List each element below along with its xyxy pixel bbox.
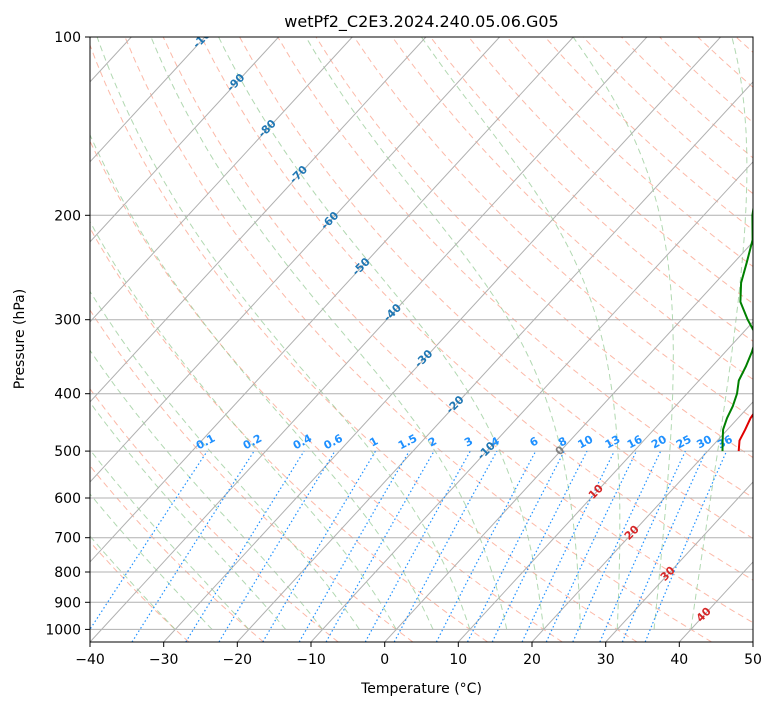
x-tick-label: 40 — [670, 652, 688, 668]
chart-title: wetPf2_C2E3.2024.240.05.06.G05 — [284, 12, 558, 32]
moist-adiabat — [90, 290, 360, 630]
mixing-ratio-line — [90, 450, 208, 631]
dry-adiabat — [90, 43, 638, 642]
moist-adiabat — [90, 349, 323, 630]
moist-adiabat — [218, 37, 545, 630]
mixing-ratio-line — [218, 450, 336, 642]
mixing-ratio-label: 13 — [603, 433, 623, 452]
mixing-ratio-label: 30 — [694, 433, 714, 452]
dry-adiabat — [391, 37, 753, 380]
dewpoint-profile — [721, 204, 753, 452]
mixing-ratio-line — [131, 450, 255, 642]
y-tick-label: 400 — [54, 387, 81, 403]
isotherm-gridline — [384, 241, 753, 642]
mixing-ratio-line — [466, 450, 565, 642]
isotherm-gridline — [457, 321, 753, 642]
isotherm-gridline — [605, 481, 753, 642]
isotherm-gridline — [90, 37, 279, 243]
x-tick-label: −10 — [296, 652, 326, 668]
plot-frame — [89, 36, 754, 643]
dry-adiabat — [162, 37, 753, 624]
y-tick-label: 700 — [54, 531, 81, 547]
x-tick-label: −20 — [223, 652, 253, 668]
x-tick-label: 10 — [449, 652, 467, 668]
isotherm-gridline — [90, 37, 500, 483]
moist-adiabat — [150, 37, 508, 630]
isotherm-gridline — [310, 161, 753, 642]
x-tick-label: −30 — [149, 652, 179, 668]
mixing-ratio-line — [621, 450, 707, 642]
isotherm-gridline — [90, 37, 574, 563]
isotherm-gridline — [90, 37, 206, 163]
isotherm-gridline — [236, 81, 753, 642]
dry-adiabat — [90, 465, 264, 642]
y-tick-label: 300 — [54, 313, 81, 329]
moist-adiabat — [90, 401, 287, 630]
moist-adiabat — [90, 133, 434, 630]
dry-adiabat — [90, 140, 563, 642]
mixing-ratio-label: 36 — [715, 433, 735, 452]
mixing-ratio-line — [325, 450, 435, 642]
y-tick-label: 500 — [54, 444, 81, 460]
x-tick-label: −40 — [75, 652, 105, 668]
mixing-ratio-line — [644, 450, 728, 642]
x-tick-label: 50 — [744, 652, 762, 668]
moist-adiabat — [305, 37, 581, 630]
mixing-ratio-label: 20 — [649, 433, 669, 452]
isotherm-gridline — [163, 37, 721, 642]
moist-adiabat — [572, 37, 674, 630]
y-tick-label: 1000 — [45, 622, 81, 638]
y-tick-label: 600 — [54, 491, 81, 507]
dry-adiabat — [353, 37, 753, 419]
plot-area: 0.10.20.40.611.52346810131620253036-100-… — [90, 37, 753, 642]
mixing-ratio-line — [599, 450, 686, 642]
moist-adiabat — [90, 220, 397, 630]
mixing-ratio-line — [393, 450, 498, 642]
dry-adiabat — [468, 37, 753, 305]
moist-adiabat — [690, 37, 748, 630]
x-axis-label: Temperature (°C) — [360, 681, 482, 697]
moist-adiabat — [420, 37, 621, 630]
mixing-ratio-line — [364, 450, 471, 642]
x-tick-label: 30 — [597, 652, 615, 668]
mixing-ratio-line — [185, 450, 305, 642]
mixing-ratio-line — [491, 450, 588, 642]
axes: −40 −30 −20 −10 0 10 20 30 40 50 100 200 300 400 500 60… — [45, 30, 762, 668]
x-tick-label: 20 — [523, 652, 541, 668]
isotherm-gridline — [531, 401, 753, 642]
mixing-ratio-label: 16 — [625, 433, 645, 452]
y-tick-label: 800 — [54, 565, 81, 581]
dry-adiabat — [315, 37, 753, 459]
mixing-ratio-label: 10 — [576, 433, 596, 452]
dry-adiabat — [277, 37, 753, 499]
isotherm-gridline — [90, 37, 427, 403]
isotherm-gridline — [90, 37, 648, 642]
y-tick-label: 100 — [54, 30, 81, 46]
dry-adiabat — [200, 37, 753, 581]
y-tick-label: 900 — [54, 595, 81, 611]
dry-adiabat — [90, 541, 190, 642]
y-tick-label: 200 — [54, 208, 81, 224]
dry-adiabat — [90, 227, 488, 642]
y-axis-label: Pressure (hPa) — [12, 289, 28, 389]
mixing-ratio-label: 25 — [674, 433, 694, 452]
x-tick-label: 0 — [380, 652, 389, 668]
dry-adiabat — [124, 37, 712, 642]
dry-adiabat — [430, 37, 753, 342]
isotherm-gridline — [90, 37, 353, 323]
